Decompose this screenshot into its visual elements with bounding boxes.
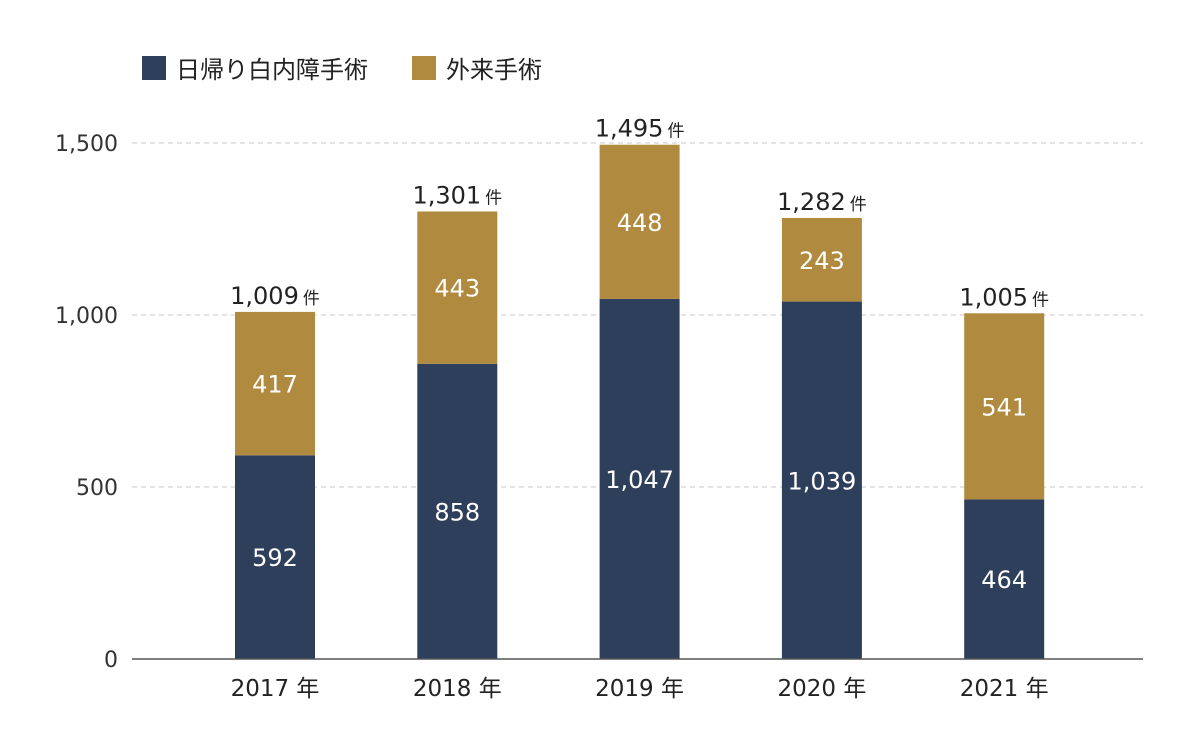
x-tick-label: 2021 年: [960, 676, 1049, 702]
bar-value-label: 858: [434, 498, 480, 526]
legend-swatch-outpatient: [412, 55, 436, 80]
bar-total-label: 1,495 件: [595, 115, 685, 143]
bar-value-label: 417: [252, 371, 298, 399]
bar-segment-cataract: [964, 499, 1045, 659]
bar-total-label: 1,282 件: [777, 188, 867, 216]
x-tick-label: 2017 年: [231, 676, 320, 702]
bar-total-label: 1,301 件: [412, 181, 502, 209]
bar-segment-cataract: [599, 298, 680, 659]
legend: 日帰り白内障手術 外来手術: [142, 50, 586, 85]
bar-segment-outpatient: [964, 313, 1045, 500]
legend-swatch-cataract: [142, 55, 166, 80]
bar-segment-outpatient: [781, 217, 862, 302]
bar-value-label: 443: [434, 275, 480, 303]
legend-label-cataract: 日帰り白内障手術: [176, 56, 368, 84]
bar-segment-outpatient: [599, 144, 680, 299]
bar-value-label: 448: [617, 209, 663, 237]
legend-label-outpatient: 外来手術: [446, 56, 542, 84]
x-tick-label: 2020 年: [777, 676, 866, 702]
bar-value-label: 1,039: [788, 467, 857, 495]
bar-segment-cataract: [781, 301, 862, 659]
bar-total-label: 1,009 件: [230, 282, 320, 310]
legend-item-outpatient: 外来手術: [412, 50, 542, 85]
bar-value-label: 1,047: [605, 466, 674, 494]
x-tick-label: 2018 年: [413, 676, 502, 702]
bar-value-label: 464: [981, 566, 1027, 594]
bar-segment-outpatient: [235, 311, 315, 456]
legend-item-cataract: 日帰り白内障手術: [142, 50, 368, 85]
bar-value-label: 243: [799, 247, 845, 275]
bar-total-label: 1,005 件: [959, 283, 1049, 311]
y-tick-label: 1,500: [55, 132, 118, 157]
bar-segment-cataract: [417, 363, 498, 659]
y-tick-label: 500: [76, 476, 118, 501]
bar-segment-cataract: [235, 455, 315, 659]
y-tick-label: 0: [104, 648, 118, 673]
bar-value-label: 541: [981, 393, 1027, 421]
bar-value-label: 592: [252, 544, 298, 572]
bar-segment-outpatient: [417, 211, 498, 364]
y-tick-label: 1,000: [55, 304, 118, 329]
x-tick-label: 2019 年: [595, 676, 684, 702]
